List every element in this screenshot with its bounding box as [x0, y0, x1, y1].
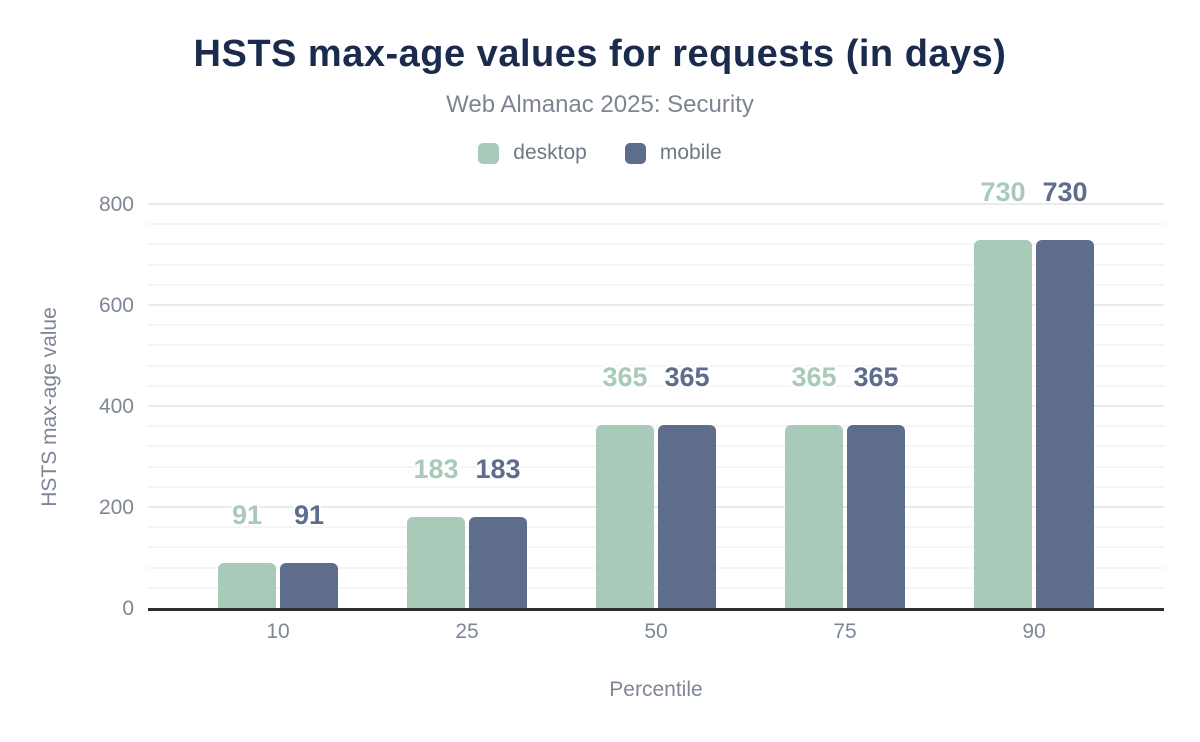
- x-tick-label: 75: [833, 620, 857, 643]
- value-label-mobile: 730: [1042, 177, 1088, 208]
- minor-gridline: [148, 344, 1164, 347]
- chart-subtitle: Web Almanac 2025: Security: [446, 91, 754, 118]
- bar-mobile[interactable]: [280, 563, 338, 609]
- minor-gridline: [148, 384, 1164, 387]
- minor-gridline: [148, 526, 1164, 529]
- plot-area: 0 200 400 600 800 91 91 10 183 183 25 365 365 50 365 36…: [99, 177, 1164, 643]
- bar-desktop[interactable]: [596, 424, 654, 609]
- minor-gridline: [148, 324, 1164, 327]
- bar-mobile[interactable]: [847, 424, 905, 609]
- bar-mobile[interactable]: [1036, 240, 1094, 609]
- minor-gridline: [148, 546, 1164, 549]
- minor-gridline: [148, 465, 1164, 468]
- minor-gridline: [148, 425, 1164, 428]
- y-tick-label: 600: [98, 294, 134, 317]
- value-label-desktop: 91: [231, 500, 263, 531]
- value-label-desktop: 183: [413, 453, 459, 484]
- bar-desktop[interactable]: [785, 424, 843, 609]
- legend-swatch-mobile-icon: [624, 142, 646, 164]
- major-gridline: [148, 304, 1164, 306]
- x-tick-label: 10: [266, 620, 290, 643]
- legend-label-desktop: desktop: [513, 141, 587, 164]
- minor-gridline: [148, 445, 1164, 448]
- value-label-desktop: 365: [791, 361, 837, 392]
- value-label-mobile: 365: [853, 361, 899, 392]
- minor-gridline: [148, 263, 1164, 266]
- x-tick-label: 50: [644, 620, 668, 643]
- value-label-mobile: 91: [293, 500, 325, 531]
- x-axis-line: [148, 608, 1164, 611]
- major-gridline: [148, 506, 1164, 508]
- legend-item-mobile[interactable]: mobile: [624, 141, 722, 165]
- major-gridline: [148, 203, 1164, 205]
- y-tick-label: 800: [98, 193, 134, 216]
- value-label-mobile: 365: [664, 361, 710, 392]
- value-label-desktop: 365: [602, 361, 648, 392]
- value-label-mobile: 183: [475, 453, 521, 484]
- x-axis-title: Percentile: [609, 678, 703, 701]
- minor-gridline: [148, 485, 1164, 488]
- y-tick-label: 0: [122, 597, 134, 620]
- y-tick-label: 200: [98, 496, 134, 519]
- value-label-desktop: 730: [980, 177, 1026, 208]
- minor-gridline: [148, 566, 1164, 569]
- bar-mobile[interactable]: [658, 424, 716, 609]
- bar-mobile[interactable]: [469, 516, 527, 609]
- x-tick-label: 90: [1022, 620, 1046, 643]
- x-tick-label: 25: [455, 620, 479, 643]
- legend-item-desktop[interactable]: desktop: [478, 141, 587, 165]
- bar-desktop[interactable]: [974, 240, 1032, 609]
- legend-label-mobile: mobile: [659, 141, 722, 164]
- minor-gridline: [148, 223, 1164, 226]
- minor-gridline: [148, 364, 1164, 367]
- bar-desktop[interactable]: [218, 563, 276, 609]
- minor-gridline: [148, 283, 1164, 286]
- bar-desktop[interactable]: [407, 516, 465, 609]
- minor-gridline: [148, 243, 1164, 246]
- legend: desktop mobile: [0, 141, 1200, 165]
- legend-swatch-desktop-icon: [478, 142, 500, 164]
- y-tick-label: 400: [98, 395, 134, 418]
- chart-title: HSTS max-age values for requests (in day…: [193, 33, 1007, 75]
- minor-gridline: [148, 586, 1164, 589]
- major-gridline: [148, 405, 1164, 407]
